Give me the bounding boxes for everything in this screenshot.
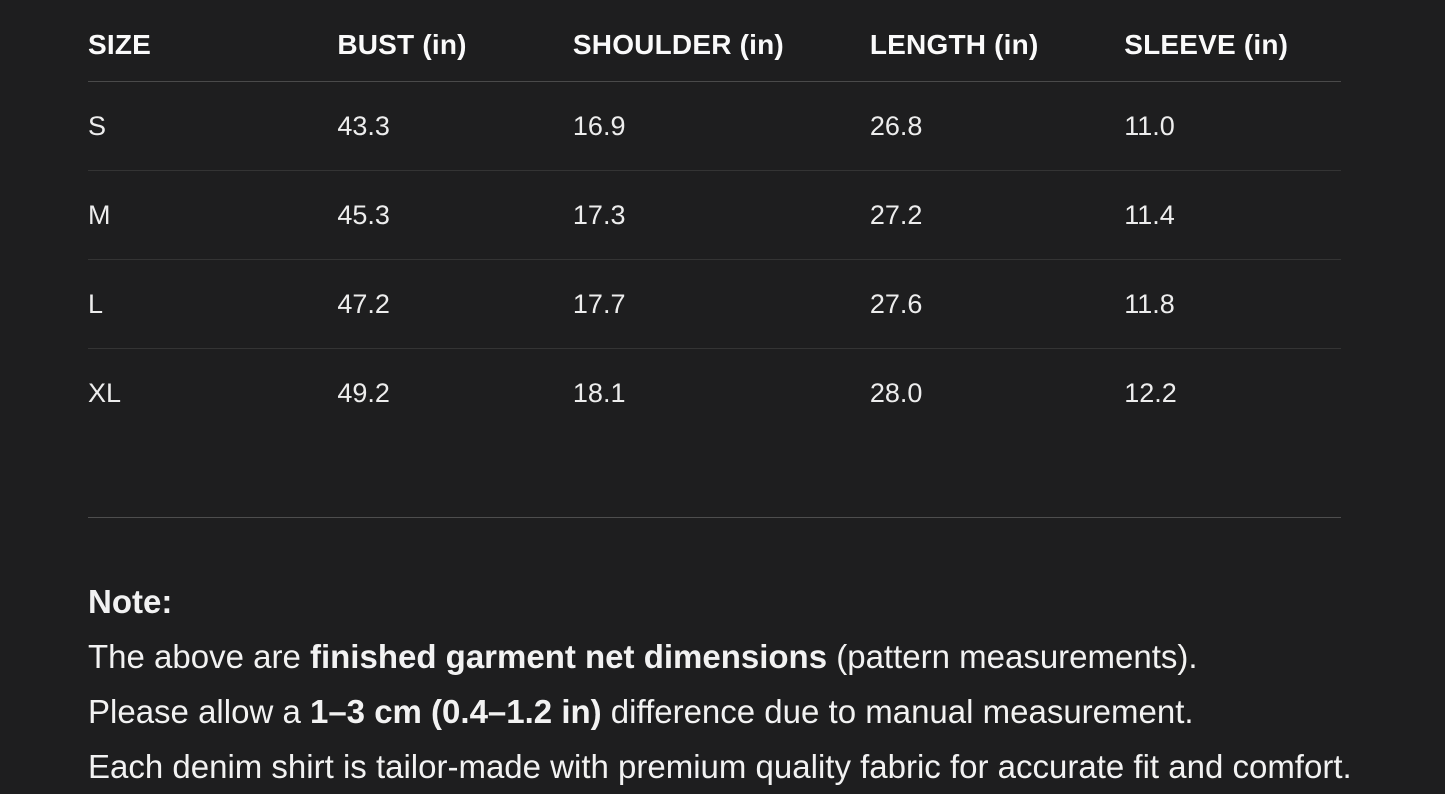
note-text-bold: finished garment net dimensions — [309, 638, 828, 675]
column-header-bust: BUST (in) — [337, 0, 573, 82]
cell-bust: 43.3 — [337, 81, 573, 171]
note-text: The above are — [88, 638, 310, 675]
note-section: Note: The above are finished garment net… — [88, 574, 1352, 794]
cell-shoulder: 16.9 — [572, 81, 870, 171]
note-text: Please allow a — [88, 693, 310, 730]
note-text: Each denim shirt is tailor-made with pre… — [88, 748, 1352, 785]
column-header-sleeve: SLEEVE (in) — [1124, 0, 1341, 82]
column-header-length: LENGTH (in) — [869, 0, 1125, 82]
note-line-1: The above are finished garment net dimen… — [88, 629, 1341, 684]
cell-length: 26.8 — [869, 81, 1125, 171]
section-divider — [88, 517, 1341, 518]
note-text: difference due to manual measurement. — [601, 693, 1194, 730]
note-text: (pattern measurements). — [827, 638, 1198, 675]
cell-bust: 47.2 — [337, 259, 573, 349]
table-row-s: S 43.3 16.9 26.8 11.0 — [88, 81, 1341, 171]
size-chart-table: SIZE BUST (in) SHOULDER (in) LENGTH (in)… — [88, 0, 1341, 437]
cell-length: 27.6 — [869, 259, 1125, 349]
cell-sleeve: 11.0 — [1124, 81, 1341, 171]
table-row-m: M 45.3 17.3 27.2 11.4 — [88, 170, 1341, 260]
cell-sleeve: 11.4 — [1124, 170, 1341, 260]
note-line-3: Each denim shirt is tailor-made with pre… — [88, 739, 1352, 794]
cell-shoulder: 18.1 — [572, 377, 626, 408]
cell-sleeve: 12.2 — [1124, 377, 1177, 408]
cell-size: S — [88, 81, 338, 171]
header-row: SIZE BUST (in) SHOULDER (in) LENGTH (in)… — [88, 0, 1341, 82]
cell-shoulder: 17.7 — [572, 259, 870, 349]
cell-shoulder: 17.3 — [572, 170, 870, 260]
note-heading: Note: — [88, 583, 173, 620]
cell-size: XL — [88, 377, 122, 408]
cell-bust: 49.2 — [337, 377, 390, 408]
column-header-size: SIZE — [88, 0, 338, 82]
note-line-2: Please allow a 1–3 cm (0.4–1.2 in) diffe… — [88, 684, 1341, 739]
cell-length: 28.0 — [869, 377, 923, 408]
note-text-bold: 1–3 cm (0.4–1.2 in) — [309, 693, 602, 730]
table-row-l: L 47.2 17.7 27.6 11.8 — [88, 259, 1341, 349]
cell-size: L — [88, 259, 338, 349]
cell-size: M — [88, 170, 338, 260]
column-header-shoulder: SHOULDER (in) — [572, 0, 870, 82]
cell-length: 27.2 — [869, 170, 1125, 260]
table-row-xl: XL 49.2 18.1 28.0 12.2 — [88, 349, 1341, 438]
cell-sleeve: 11.8 — [1124, 259, 1341, 349]
cell-bust: 45.3 — [337, 170, 573, 260]
